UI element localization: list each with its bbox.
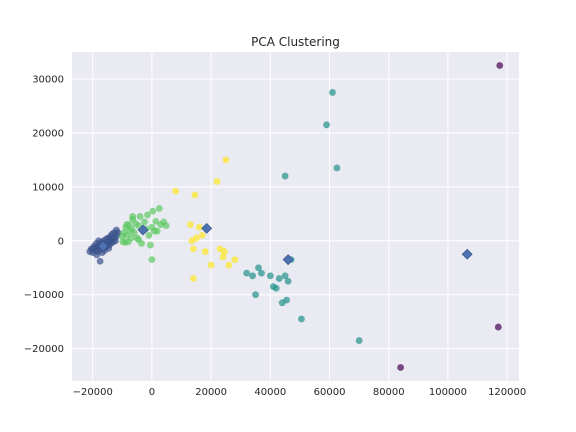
- scatter-point: [130, 229, 138, 237]
- x-axis-ticks: −20000 0 20000 40000 60000 80000 100000 120000: [73, 387, 527, 398]
- scatter-point: [112, 237, 119, 245]
- scatter-point: [281, 172, 289, 180]
- y-tick-label: −10000: [24, 290, 64, 301]
- scatter-point: [127, 234, 135, 242]
- scatter-point: [93, 251, 101, 259]
- scatter-point: [198, 231, 206, 239]
- scatter-point: [255, 264, 262, 272]
- scatter-point: [231, 256, 239, 264]
- centroids: [97, 222, 473, 266]
- y-tick-label: −20000: [24, 344, 64, 355]
- scatter-point: [123, 221, 131, 228]
- scatter-point: [153, 227, 161, 235]
- scatter-point: [207, 261, 215, 269]
- scatter-point: [189, 245, 197, 253]
- x-tick-label: 0: [149, 387, 155, 398]
- scatter-point: [284, 277, 292, 285]
- scatter-point: [188, 237, 196, 245]
- y-axis-ticks: −20000 −10000 0 10000 20000 30000: [24, 74, 64, 355]
- x-tick-label: 60000: [314, 387, 346, 398]
- scatter-point: [243, 269, 251, 277]
- scatter-point: [213, 178, 221, 185]
- scatter-point: [89, 244, 97, 252]
- y-tick-label: 10000: [32, 182, 64, 193]
- centroid-marker: [97, 240, 109, 252]
- scatter-point: [272, 284, 280, 292]
- scatter-point: [275, 275, 283, 282]
- scatter-point: [258, 269, 265, 277]
- scatter-point: [219, 253, 227, 261]
- centroid-marker: [461, 248, 473, 260]
- scatter-point: [172, 187, 180, 195]
- x-tick-label: 100000: [429, 387, 467, 398]
- scatter-point: [298, 315, 305, 323]
- scatter-point: [96, 257, 104, 265]
- scatter-point: [135, 236, 143, 244]
- scatter-point: [283, 296, 291, 304]
- x-tick-label: 20000: [195, 387, 227, 398]
- scatter-point: [329, 89, 336, 96]
- scatter-point: [252, 291, 259, 299]
- scatter-point: [494, 323, 502, 331]
- scatter-point: [187, 221, 194, 228]
- scatter-point: [195, 223, 203, 231]
- scatter-point: [281, 272, 289, 280]
- scatter-point: [355, 337, 363, 344]
- scatter-point: [144, 211, 151, 219]
- scatter-point: [114, 229, 122, 237]
- y-tick-label: 30000: [32, 74, 64, 85]
- scatter-point: [148, 256, 156, 264]
- scatter-point: [323, 121, 330, 129]
- scatter-point: [162, 222, 170, 230]
- scatter-point: [333, 164, 341, 172]
- x-tick-label: −20000: [73, 387, 113, 398]
- scatter-point: [155, 205, 163, 212]
- scatter-point: [266, 272, 274, 280]
- scatter-point: [129, 213, 137, 220]
- scatter-point: [145, 231, 153, 239]
- scatter-point: [189, 275, 197, 282]
- scatter-point: [222, 156, 230, 164]
- scatter-point: [119, 238, 127, 246]
- scatter-point: [191, 191, 199, 199]
- scatter-point: [149, 207, 157, 215]
- centroid-marker: [201, 222, 213, 234]
- chart-title: PCA Clustering: [251, 35, 340, 49]
- scatter-point: [225, 261, 233, 269]
- centroid-marker: [137, 224, 149, 236]
- scatter-point: [152, 217, 160, 225]
- grid: [72, 52, 519, 381]
- x-tick-label: 40000: [254, 387, 286, 398]
- scatter-point: [496, 62, 504, 69]
- centroid-marker: [282, 254, 294, 266]
- scatter-point: [397, 364, 404, 371]
- scatter-point: [249, 272, 256, 280]
- y-tick-label: 0: [58, 236, 64, 247]
- y-tick-label: 20000: [32, 128, 64, 139]
- scatter-point: [147, 241, 154, 249]
- x-tick-label: 120000: [488, 387, 526, 398]
- scatter-point: [221, 248, 228, 255]
- scatter-point: [136, 213, 144, 220]
- scatter-point: [201, 248, 209, 255]
- x-tick-label: 80000: [373, 387, 405, 398]
- scatter-point: [141, 218, 148, 226]
